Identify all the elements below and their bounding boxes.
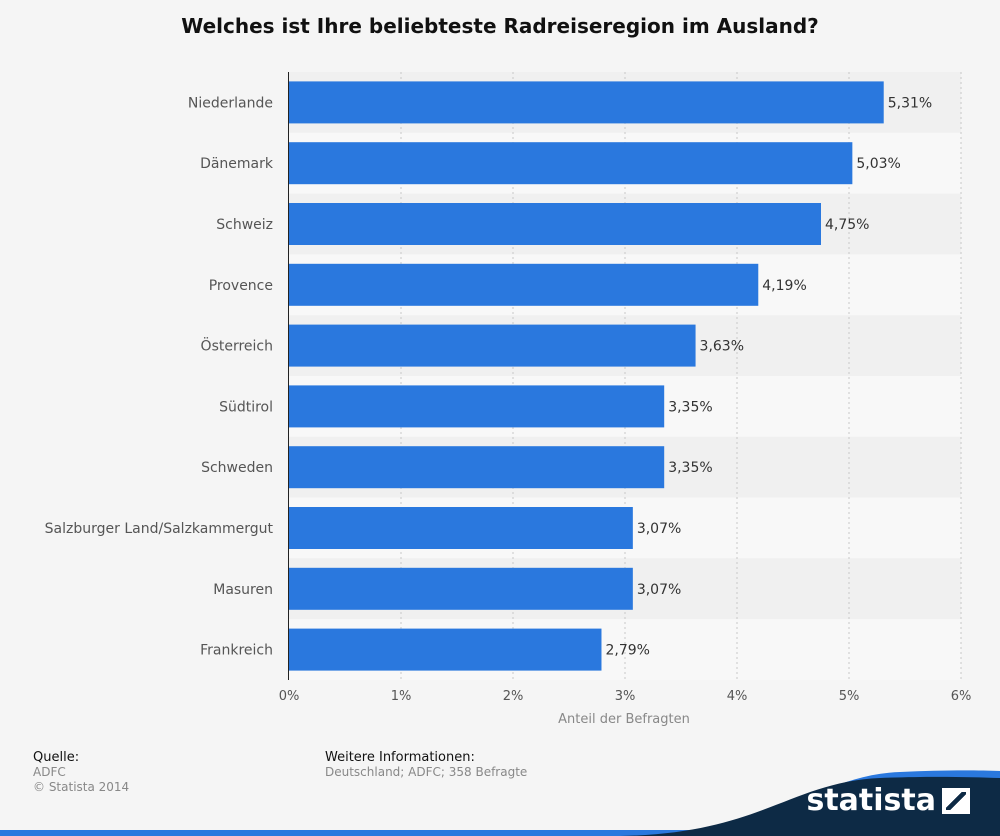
category-label: Österreich <box>201 337 273 355</box>
source-block: Quelle: ADFC © Statista 2014 <box>33 750 129 795</box>
bar[interactable] <box>289 628 602 671</box>
bar[interactable] <box>289 567 633 610</box>
x-tick-label: 4% <box>727 689 748 704</box>
bar[interactable] <box>289 446 665 489</box>
x-tick-label: 3% <box>615 689 636 704</box>
x-axis-label: Anteil der Befragten <box>558 712 690 727</box>
x-tick-label: 0% <box>279 689 300 704</box>
copyright: © Statista 2014 <box>33 780 130 794</box>
x-tick-label: 2% <box>503 689 524 704</box>
bar[interactable] <box>289 324 696 367</box>
category-label: Provence <box>209 278 273 294</box>
category-label: Schweiz <box>216 217 273 233</box>
category-label: Niederlande <box>188 95 273 111</box>
info-heading: Weitere Informationen: <box>325 750 475 765</box>
value-label: 3,07% <box>637 582 681 598</box>
category-label: Schweden <box>201 460 273 476</box>
category-label: Salzburger Land/Salzkammergut <box>45 521 274 537</box>
category-label: Dänemark <box>200 156 274 172</box>
value-label: 4,19% <box>762 278 806 294</box>
value-label: 3,07% <box>637 521 681 537</box>
info-block: Weitere Informationen: Deutschland; ADFC… <box>325 750 527 780</box>
bar[interactable] <box>289 203 821 245</box>
x-tick-label: 1% <box>391 689 412 704</box>
bar[interactable] <box>289 385 665 428</box>
statista-logo[interactable]: statista <box>806 783 970 818</box>
value-label: 5,31% <box>888 95 932 111</box>
bar[interactable] <box>289 263 759 306</box>
x-tick-labels: 0% 1% 2% 3% 4% 5% 6% <box>279 689 972 704</box>
bar[interactable] <box>289 142 853 185</box>
category-labels: Niederlande Dänemark Schweiz Provence Österr… <box>45 95 274 658</box>
statista-logo-icon <box>942 787 970 814</box>
value-label: 4,75% <box>825 217 869 233</box>
source-name: ADFC <box>33 765 66 779</box>
value-label: 5,03% <box>856 156 900 172</box>
value-label: 3,63% <box>700 339 744 355</box>
bar[interactable] <box>289 81 884 124</box>
value-labels: 5,31% 5,03% 4,75% 4,19% 3,63% 3,35% 3,35% 3,07%… <box>605 95 932 658</box>
bars <box>289 81 884 671</box>
x-tick-label: 6% <box>951 689 972 704</box>
chart-title: Welches ist Ihre beliebteste Radreisereg… <box>181 14 819 38</box>
category-label: Frankreich <box>200 643 273 659</box>
value-label: 3,35% <box>668 399 712 415</box>
logo-text: statista <box>806 783 936 818</box>
category-label: Südtirol <box>219 399 273 415</box>
info-text: Deutschland; ADFC; 358 Befragte <box>325 765 528 779</box>
bar[interactable] <box>289 507 633 549</box>
value-label: 3,35% <box>668 460 712 476</box>
x-tick-label: 5% <box>839 689 860 704</box>
source-heading: Quelle: <box>33 750 80 765</box>
value-label: 2,79% <box>605 643 649 659</box>
category-label: Masuren <box>213 582 273 598</box>
